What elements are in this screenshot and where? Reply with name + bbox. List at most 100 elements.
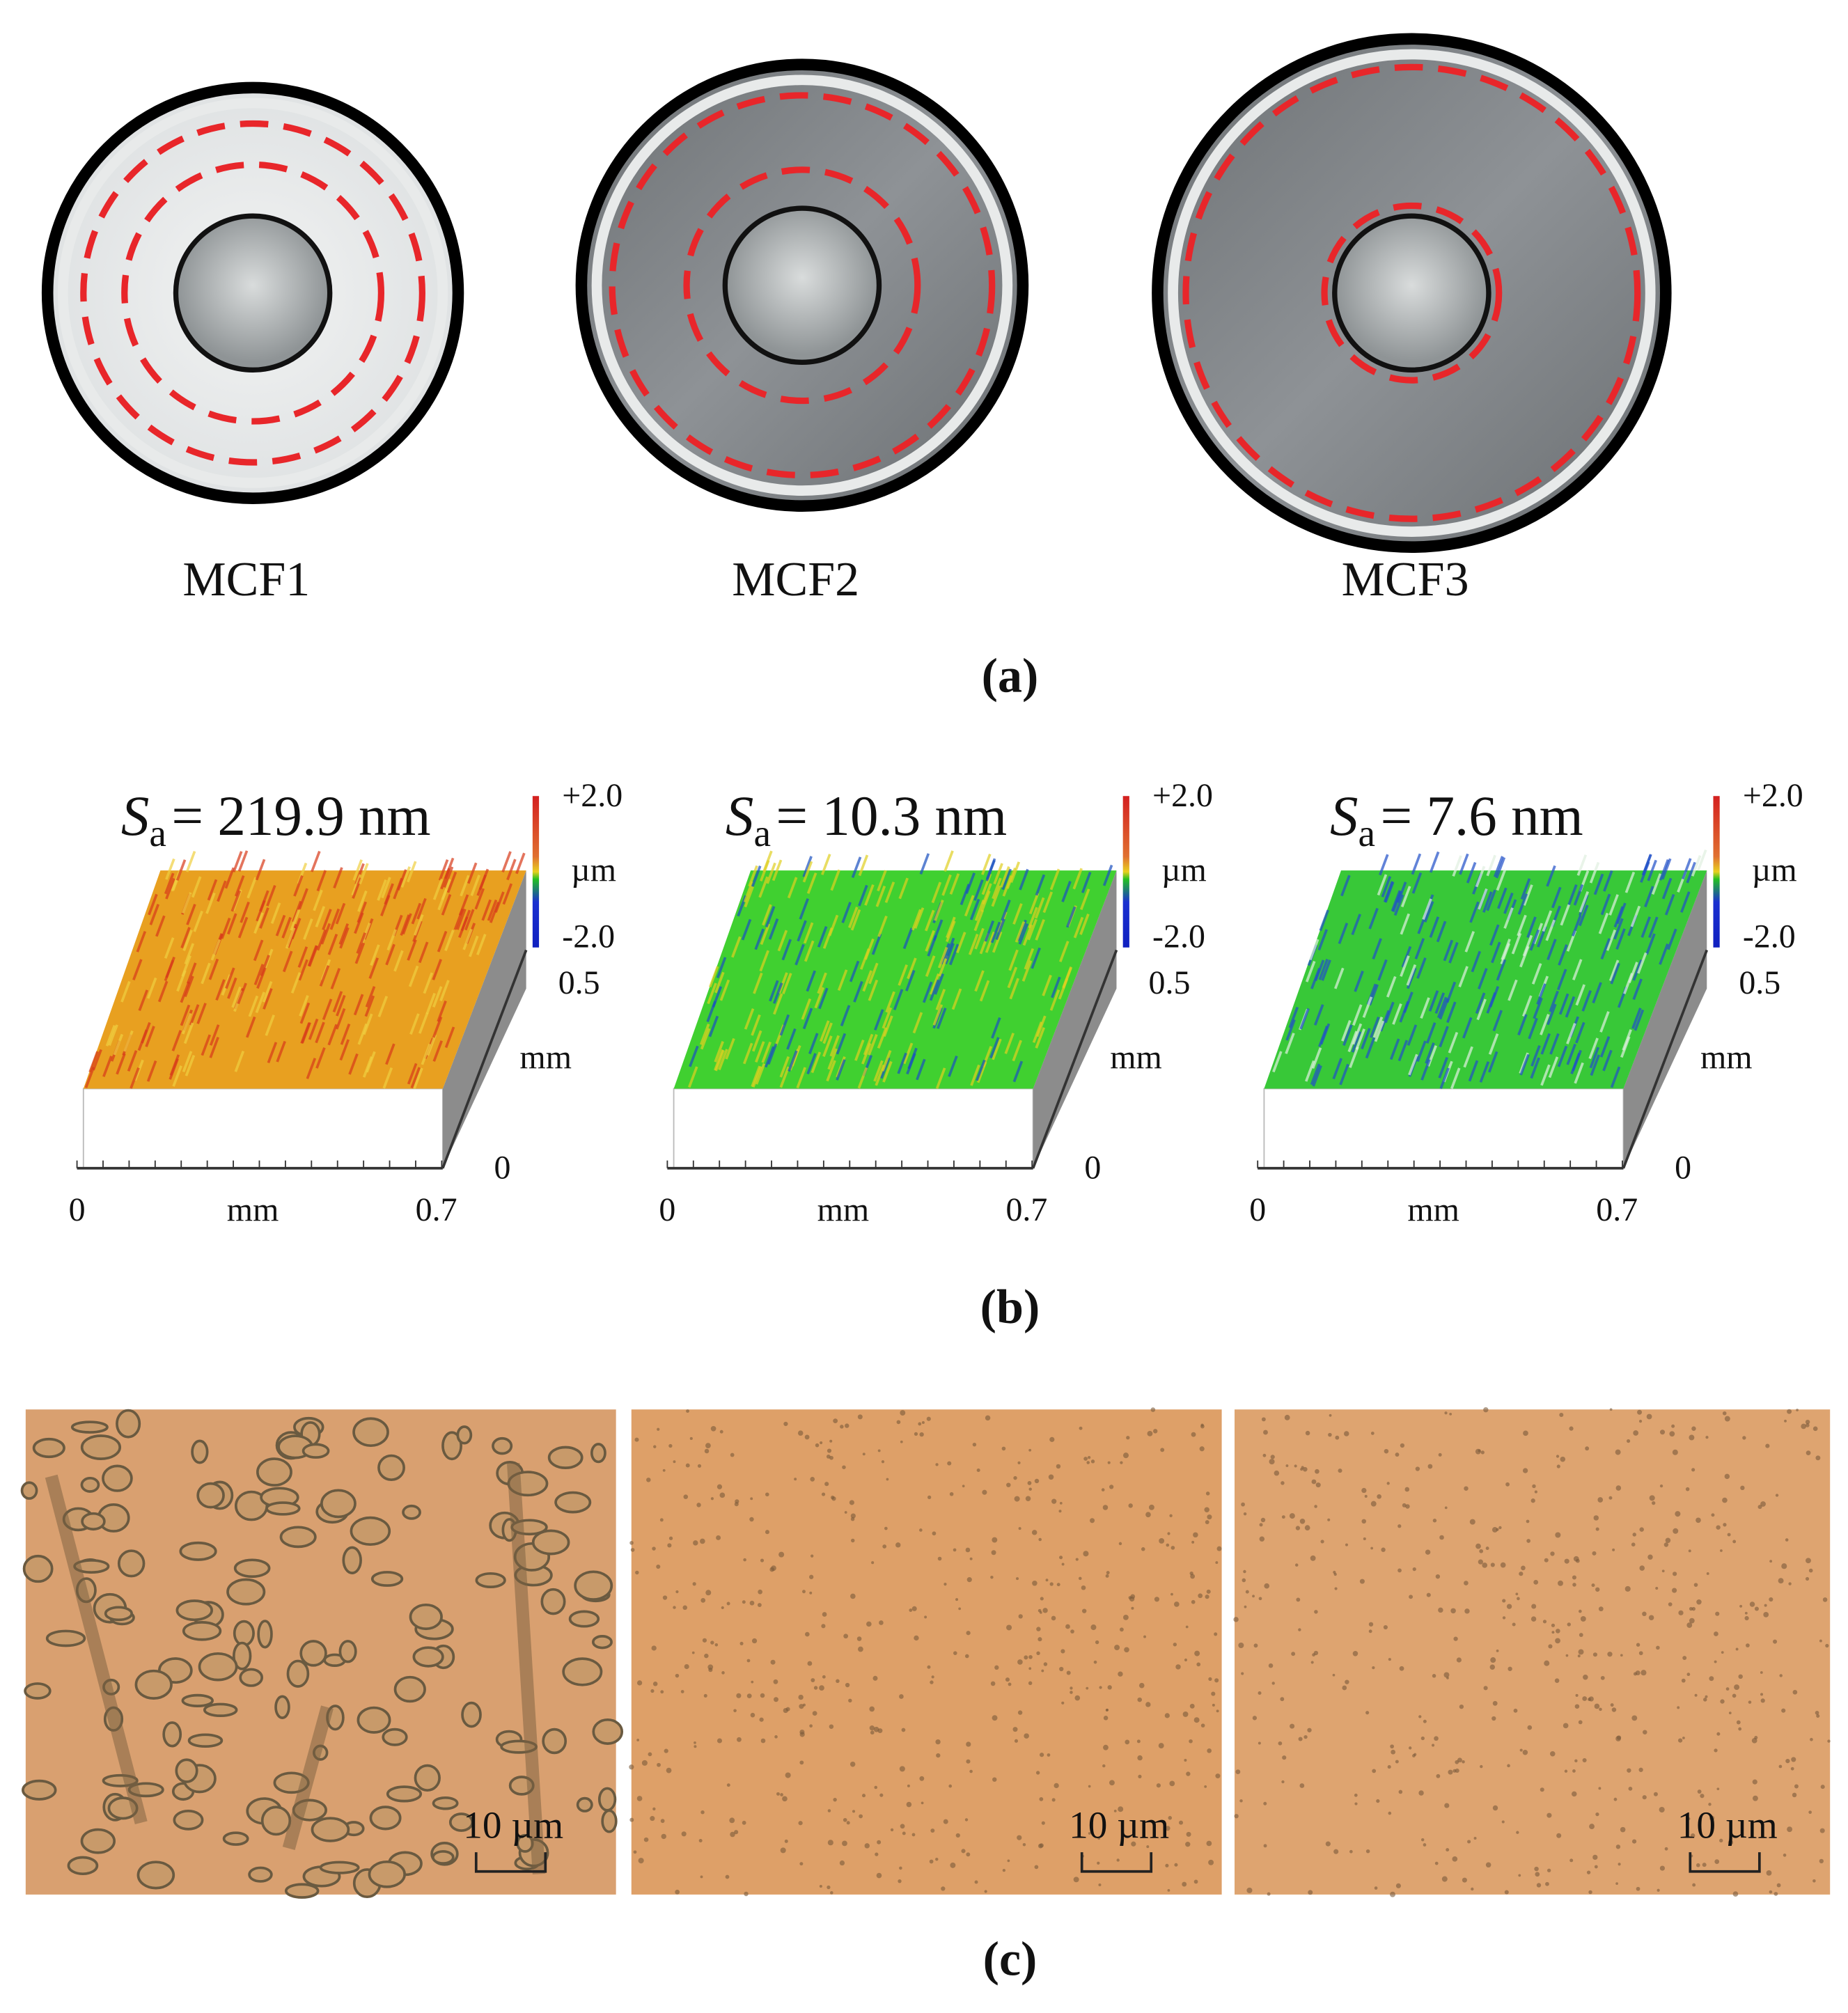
surface-dot [742, 1820, 746, 1825]
surface-dot [1580, 1615, 1586, 1622]
surface-dot [1120, 1461, 1123, 1464]
surface-texture [300, 1022, 311, 1044]
dashed-ring [121, 161, 384, 425]
surface-texture [1478, 968, 1488, 989]
surface-dot [1070, 1691, 1073, 1694]
surface-dot [1556, 1629, 1560, 1634]
sa-symbol: S [121, 785, 150, 847]
surface-dot [1444, 1411, 1448, 1415]
surface-texture [806, 872, 817, 894]
surface-texture [227, 977, 237, 999]
surface-dot [721, 1606, 724, 1609]
surface-pit [456, 1425, 473, 1445]
surface-dot [1425, 1549, 1431, 1555]
surface-texture [237, 916, 249, 939]
surface-texture [266, 885, 276, 907]
surface-dot [1564, 1769, 1568, 1773]
surface-dot [1773, 1892, 1778, 1896]
surface-dot [821, 1624, 826, 1629]
surface-dot [744, 1891, 749, 1897]
surface-texture [327, 1024, 338, 1046]
surface-dot [1420, 1838, 1425, 1842]
surface-dot [736, 1693, 742, 1698]
surface-texture [489, 901, 500, 923]
surface-dot [650, 1816, 655, 1822]
surface-dot [757, 1603, 762, 1607]
surface-dot [1792, 1689, 1798, 1695]
surface-dot [1671, 1424, 1675, 1428]
surface-texture [441, 879, 452, 900]
surface-texture [979, 980, 990, 1002]
surface-texture [1008, 949, 1019, 971]
surface-dot [1675, 1511, 1681, 1517]
surface-dot [1070, 1629, 1074, 1634]
surface-dot [1166, 1543, 1170, 1547]
surface-texture [340, 1023, 351, 1045]
surface-dot [782, 1796, 788, 1802]
surface-dot [859, 1814, 863, 1819]
surface-dot [1001, 1446, 1006, 1451]
surface-texture [1486, 889, 1496, 911]
surface-dot [1589, 1824, 1595, 1830]
surface-dot [873, 1726, 879, 1732]
surface-pit [370, 1571, 404, 1587]
surface-texture [1299, 1008, 1310, 1030]
surface-texture [1615, 928, 1626, 950]
surface-texture [1517, 893, 1528, 915]
surface-dot [797, 1430, 804, 1436]
surface-dot [1354, 1793, 1358, 1797]
surface-texture [1407, 967, 1417, 989]
surface-texture [968, 933, 979, 955]
surface-dot [1365, 1711, 1370, 1715]
surface-dot [1689, 1434, 1695, 1441]
y-axis [441, 949, 528, 1169]
surface-texture [1365, 1037, 1376, 1059]
surface-dot [1612, 1548, 1615, 1551]
surface-texture [796, 1067, 806, 1089]
surface-pit [320, 1489, 357, 1519]
surface-dot [1061, 1701, 1065, 1705]
surface-texture [1058, 978, 1069, 1000]
panel-label: (a) [982, 649, 1039, 703]
surface-dot [721, 1671, 725, 1675]
surface-texture [755, 1041, 765, 1063]
surface-dot [1534, 1490, 1537, 1494]
surface-texture [1012, 1040, 1022, 1062]
surface-pit [562, 1657, 603, 1686]
surface-dot [1013, 1475, 1017, 1480]
surface-pit [591, 1635, 613, 1650]
surface-dot [1515, 1592, 1519, 1596]
surface-texture [231, 986, 242, 1008]
surface-dot [895, 1542, 901, 1548]
surface-texture [418, 941, 429, 964]
surface-dot [919, 1528, 923, 1532]
surface-texture [779, 1056, 790, 1078]
surface-dot [1041, 1821, 1045, 1825]
surface-texture [821, 854, 831, 875]
surface-texture [1549, 990, 1559, 1012]
surface-pit [461, 1701, 482, 1728]
surface-texture [1446, 1001, 1457, 1024]
surface-texture [1572, 915, 1582, 937]
surface-pit [181, 1693, 214, 1707]
surface-dot [1344, 1431, 1349, 1436]
surface-pit [319, 1861, 360, 1874]
surface-texture [409, 1013, 420, 1035]
surface-dot [921, 1421, 925, 1425]
surface-texture [1566, 1043, 1576, 1065]
surface-dot [1037, 1637, 1042, 1642]
surface-dot [648, 1752, 652, 1757]
surface-dot [1696, 1517, 1701, 1524]
surface-dot [1191, 1599, 1196, 1604]
surface-texture [185, 850, 196, 872]
surface-texture [1397, 1040, 1409, 1062]
surface-dot [1578, 1720, 1583, 1725]
surface-dot [1372, 1769, 1377, 1773]
surface-dot [1492, 1805, 1498, 1811]
surface-texture [1593, 873, 1604, 895]
surface-dot [1270, 1455, 1275, 1459]
surface-pit [233, 1558, 271, 1579]
surface-texture [432, 1040, 443, 1062]
surface-dot [719, 1430, 723, 1434]
surface-texture [384, 883, 394, 905]
